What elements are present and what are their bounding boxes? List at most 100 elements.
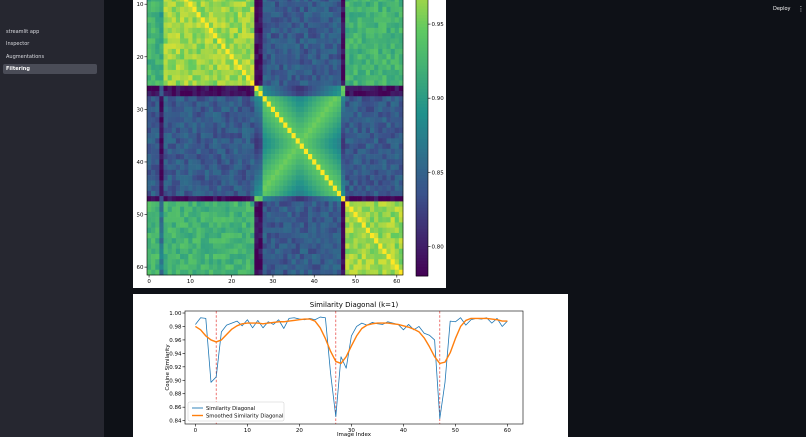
heatmap-cell: [398, 54, 404, 60]
heatmap-cell: [217, 117, 222, 123]
heatmap-cell: [246, 0, 251, 2]
heatmap-cell: [303, 33, 309, 39]
sidebar-item-streamlit-app[interactable]: streamlit app: [6, 29, 40, 35]
heatmap-cell: [167, 54, 173, 60]
heatmap-cell: [196, 38, 201, 44]
heatmap-cell: [241, 90, 247, 97]
heatmap-cell: [361, 101, 367, 108]
heatmap-cell: [353, 222, 358, 228]
heatmap-cell: [175, 64, 181, 71]
heatmap-cell: [188, 164, 193, 171]
heatmap-cell: [390, 148, 396, 155]
vertical-ellipsis-icon[interactable]: ⋮: [797, 5, 805, 13]
heatmap-cell: [386, 180, 391, 186]
heatmap-cell: [320, 17, 325, 23]
heatmap-cell: [184, 217, 189, 223]
heatmap-cell: [361, 69, 367, 76]
heatmap-cell: [378, 80, 383, 87]
heatmap-cell: [192, 148, 197, 155]
heatmap-cell: [246, 143, 251, 150]
heatmap-cell: [221, 48, 226, 55]
heatmap-cell: [345, 127, 350, 134]
heatmap-cell: [200, 122, 206, 129]
heatmap-cell: [225, 6, 230, 13]
heatmap-cell: [155, 0, 160, 2]
heatmap-cell: [324, 217, 329, 223]
heatmap-cell: [275, 269, 280, 276]
sidebar-item-inspector[interactable]: Inspector: [6, 41, 30, 47]
heatmap-cell: [225, 133, 230, 139]
heatmap-cell: [217, 159, 222, 165]
heatmap-cell: [328, 196, 334, 202]
heatmap-cell: [221, 69, 226, 76]
heatmap-cell: [241, 264, 247, 271]
heatmap-cell: [365, 169, 371, 176]
heatmap-cells: [147, 0, 404, 276]
heatmap-cell: [345, 117, 350, 123]
heatmap-cell: [357, 238, 363, 244]
heatmap-cell: [320, 90, 325, 97]
heatmap-cell: [287, 1, 292, 8]
heatmap-cell: [332, 12, 338, 18]
colorbar-step: [416, 65, 428, 69]
heatmap-cell: [374, 127, 379, 134]
heatmap-cell: [386, 138, 391, 144]
heatmap-cell: [390, 69, 396, 76]
heatmap-cell: [320, 48, 325, 55]
heatmap-cell: [378, 185, 383, 192]
heatmap-cell: [283, 253, 288, 260]
heatmap-cell: [188, 12, 193, 18]
heatmap-cell: [312, 48, 317, 55]
heatmap-cell: [386, 206, 391, 213]
heatmap-cell: [229, 33, 235, 39]
heatmap-cell: [151, 85, 156, 92]
heatmap-cell: [398, 69, 404, 76]
heatmap-cell: [229, 80, 235, 87]
heatmap-cell: [345, 185, 350, 192]
heatmap-cell: [349, 196, 354, 202]
heatmap-cell: [275, 180, 280, 186]
heatmap-cell: [369, 148, 375, 155]
colorbar-step: [416, 0, 428, 4]
deploy-button[interactable]: Deploy: [773, 6, 791, 12]
colorbar-step: [416, 193, 428, 197]
colorbar-step: [416, 32, 428, 37]
heatmap-cell: [262, 48, 268, 55]
heatmap-cell: [283, 175, 288, 181]
heatmap-cell: [213, 196, 218, 202]
heatmap-cell: [283, 206, 288, 213]
heatmap-cell: [398, 0, 404, 2]
heatmap-cell: [241, 106, 247, 113]
heatmap-cell: [378, 64, 383, 71]
heatmap-cell: [250, 85, 255, 92]
heatmap-cell: [299, 190, 305, 197]
heatmap-cell: [275, 59, 280, 65]
x-tick-label: 0: [147, 279, 151, 285]
heatmap-cell: [151, 269, 156, 276]
heatmap-cell: [250, 175, 255, 181]
heatmap-cell: [279, 12, 284, 18]
heatmap-cell: [299, 175, 305, 181]
heatmap-cell: [349, 59, 354, 65]
heatmap-cell: [151, 17, 156, 23]
heatmap-cell: [163, 69, 168, 76]
heatmap-cell: [361, 159, 367, 165]
heatmap-cell: [200, 17, 206, 23]
heatmap-cell: [357, 101, 363, 108]
heatmap-cell: [303, 90, 309, 97]
sidebar-item-augmentations[interactable]: Augmentations: [6, 54, 45, 60]
heatmap-cell: [184, 27, 189, 34]
colorbar-step: [416, 83, 428, 87]
heatmap-cell: [241, 127, 247, 134]
heatmap-cell: [299, 238, 305, 244]
heatmap-cell: [332, 1, 338, 8]
heatmap-cell: [221, 33, 226, 39]
heatmap-cell: [332, 90, 338, 97]
heatmap-cell: [147, 69, 152, 76]
heatmap-cell: [258, 243, 263, 250]
heatmap-cell: [159, 269, 164, 276]
heatmap-cell: [312, 248, 317, 255]
heatmap-cell: [254, 222, 259, 228]
sidebar-item-filtering[interactable]: Filtering: [3, 64, 97, 74]
heatmap-cell: [175, 127, 181, 134]
